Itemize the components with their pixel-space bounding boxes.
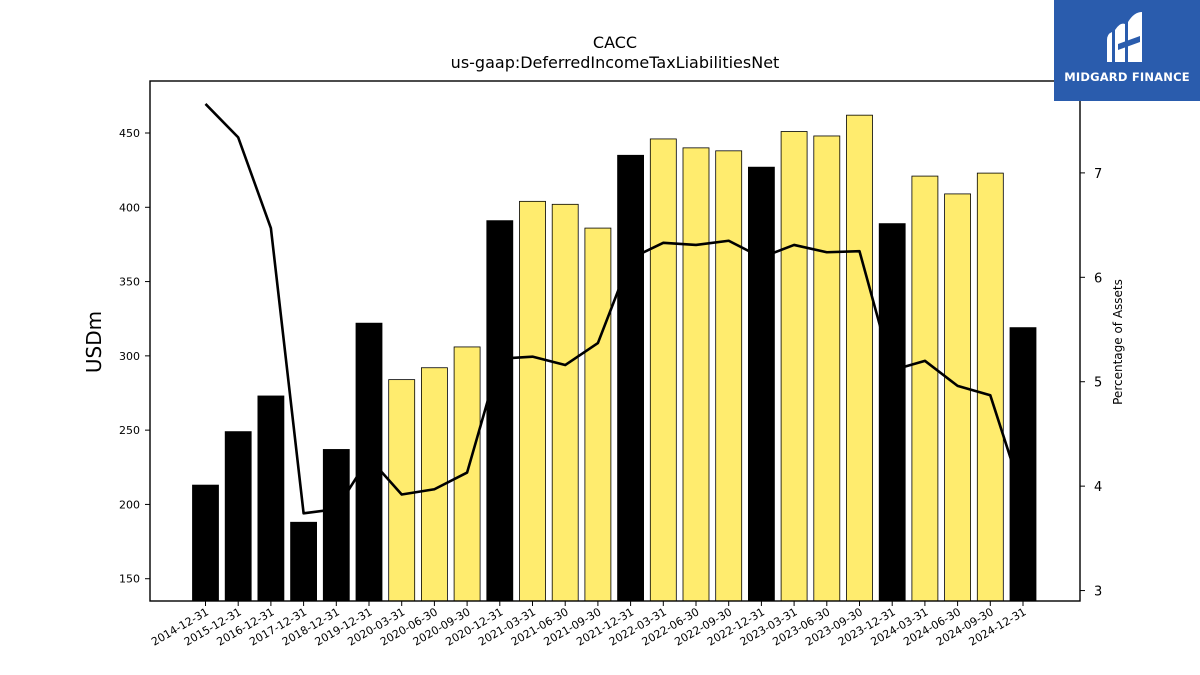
logo-mark-icon [1107, 12, 1142, 63]
bar [388, 379, 416, 602]
bar [813, 135, 841, 602]
bar [649, 138, 677, 602]
bar [257, 395, 285, 602]
y2-axis-label: Percentage of Assets [1111, 279, 1125, 405]
y2-tick-label: 6 [1094, 271, 1102, 286]
bar [486, 220, 514, 602]
bar [944, 193, 971, 602]
bar [846, 114, 873, 602]
bar [584, 227, 612, 602]
bar [617, 154, 644, 602]
y-axis-label: USDm [82, 311, 106, 373]
bar [780, 131, 808, 602]
logo: MIDGARD FINANCE [1054, 0, 1200, 101]
bar [976, 172, 1004, 602]
plot-frame [149, 80, 1081, 602]
bar [355, 322, 383, 602]
bar [878, 223, 906, 602]
y-tick-label: 300 [119, 350, 140, 363]
bar [682, 147, 710, 602]
bar [519, 200, 546, 602]
bar [911, 175, 939, 602]
bar [748, 166, 775, 602]
y2-tick-label: 4 [1094, 480, 1102, 495]
y-tick-label: 250 [119, 424, 140, 437]
logo-text: MIDGARD FINANCE [1064, 70, 1190, 84]
y2-tick-label: 7 [1094, 167, 1102, 182]
chart-subtitle: us-gaap:DeferredIncomeTaxLiabilitiesNet [451, 53, 780, 72]
bar [192, 484, 219, 602]
line-series [204, 103, 1025, 515]
bar [224, 431, 252, 602]
y-tick-label: 200 [119, 498, 140, 511]
y-tick-label: 350 [119, 276, 140, 289]
bar [290, 521, 318, 602]
y-tick-label: 450 [119, 127, 140, 140]
bars-layer [192, 114, 1037, 602]
bar [1009, 327, 1037, 602]
bar [715, 150, 743, 602]
y-tick-label: 400 [119, 201, 140, 214]
bar [322, 449, 350, 602]
y2-tick-label: 5 [1094, 376, 1102, 391]
bar [551, 203, 579, 602]
line-layer [204, 103, 1025, 515]
y2-tick-label: 3 [1094, 585, 1102, 600]
y-tick-label: 150 [119, 573, 140, 586]
chart-title: CACC [593, 33, 637, 52]
